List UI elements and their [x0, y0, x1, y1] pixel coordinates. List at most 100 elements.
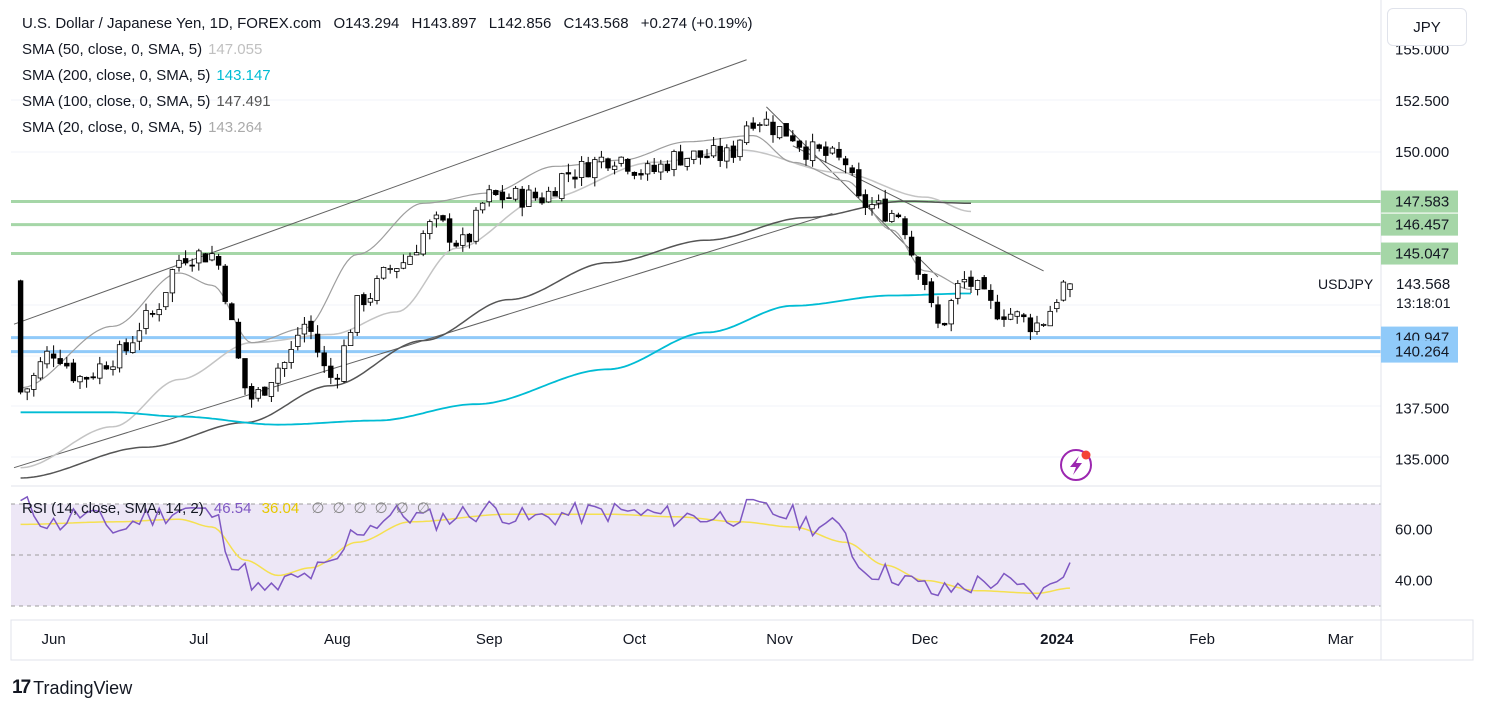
candle[interactable] [400, 262, 407, 269]
tradingview-logo[interactable]: 17 TradingView [12, 677, 132, 699]
candle[interactable] [730, 145, 737, 158]
rsi-sma-line[interactable] [20, 513, 1071, 595]
candle[interactable] [611, 165, 618, 170]
candle[interactable] [724, 147, 730, 162]
candle[interactable] [407, 255, 413, 265]
candle[interactable] [453, 242, 459, 247]
candle[interactable] [809, 141, 816, 162]
candle[interactable] [288, 348, 294, 363]
candle[interactable] [757, 124, 763, 126]
candle[interactable] [374, 278, 380, 301]
trend-line[interactable] [792, 145, 1044, 272]
candle[interactable] [433, 214, 440, 220]
candle[interactable] [83, 376, 90, 380]
candle[interactable] [440, 215, 446, 221]
candle[interactable] [717, 145, 723, 161]
candle[interactable] [961, 279, 968, 283]
candle[interactable] [783, 123, 789, 137]
candle[interactable] [17, 280, 24, 393]
candle[interactable] [889, 213, 895, 222]
candle[interactable] [849, 167, 855, 174]
candle[interactable] [605, 158, 611, 169]
candle[interactable] [618, 156, 624, 164]
candle[interactable] [281, 362, 288, 370]
candle[interactable] [202, 253, 209, 263]
candle[interactable] [625, 158, 631, 172]
candle[interactable] [915, 256, 921, 275]
candle[interactable] [1054, 302, 1060, 310]
candle[interactable] [658, 163, 664, 173]
candle[interactable] [684, 158, 690, 167]
candle[interactable] [1027, 317, 1034, 333]
candle[interactable] [935, 304, 941, 324]
candle[interactable] [1014, 311, 1020, 317]
candle[interactable] [427, 221, 433, 234]
candle[interactable] [314, 333, 321, 353]
candle[interactable] [347, 332, 354, 347]
candle[interactable] [974, 280, 981, 290]
candle[interactable] [328, 365, 334, 378]
candle[interactable] [301, 323, 308, 335]
candle[interactable] [803, 146, 809, 160]
candle[interactable] [499, 191, 506, 201]
candle[interactable] [130, 342, 136, 353]
candle[interactable] [829, 147, 836, 154]
candle[interactable] [143, 310, 149, 329]
candle[interactable] [354, 295, 360, 333]
candle[interactable] [367, 298, 374, 303]
candle[interactable] [97, 363, 103, 379]
candle[interactable] [1060, 281, 1067, 301]
candle[interactable] [1021, 314, 1027, 318]
candle[interactable] [856, 169, 862, 197]
candle[interactable] [592, 159, 598, 179]
candle[interactable] [842, 158, 849, 166]
candle[interactable] [242, 358, 248, 389]
candle[interactable] [24, 388, 30, 393]
candle[interactable] [248, 385, 255, 400]
candle[interactable] [255, 389, 261, 399]
candle[interactable] [710, 145, 717, 157]
candle[interactable] [776, 126, 783, 139]
candle[interactable] [862, 194, 869, 208]
candle[interactable] [110, 366, 116, 370]
candle[interactable] [902, 218, 908, 236]
candle[interactable] [948, 300, 954, 325]
candle[interactable] [341, 345, 347, 382]
candle[interactable] [123, 342, 129, 352]
candle[interactable] [446, 218, 453, 243]
candle[interactable] [196, 250, 202, 264]
candle[interactable] [545, 190, 552, 203]
candle[interactable] [64, 362, 70, 367]
candle[interactable] [1047, 310, 1053, 327]
candle[interactable] [486, 189, 492, 203]
candle[interactable] [222, 265, 228, 302]
candle[interactable] [361, 294, 367, 306]
candle[interactable] [664, 163, 671, 172]
candle[interactable] [413, 252, 420, 256]
candle[interactable] [955, 282, 961, 299]
symbol-legend[interactable]: U.S. Dollar / Japanese Yen, 1D, FOREX.co… [22, 15, 753, 32]
candle[interactable] [565, 172, 572, 175]
candle[interactable] [519, 188, 525, 208]
candle[interactable] [176, 259, 182, 268]
candle[interactable] [163, 292, 169, 308]
candle[interactable] [763, 118, 770, 126]
candle[interactable] [394, 268, 400, 272]
candle[interactable] [816, 144, 822, 149]
candle[interactable] [275, 367, 281, 384]
candle[interactable] [743, 125, 750, 144]
candle[interactable] [44, 350, 50, 365]
candle[interactable] [691, 150, 697, 160]
candle[interactable] [116, 344, 123, 369]
candle[interactable] [823, 146, 829, 156]
candle[interactable] [790, 135, 796, 142]
candle[interactable] [295, 334, 301, 347]
candle[interactable] [420, 233, 426, 255]
candle[interactable] [57, 358, 63, 364]
rsi-line[interactable] [20, 495, 1071, 601]
candle[interactable] [189, 264, 195, 267]
currency-button[interactable]: JPY [1387, 8, 1467, 46]
candle[interactable] [559, 173, 565, 199]
sma100-legend[interactable]: SMA (100, close, 0, SMA, 5) 147.491 [22, 93, 271, 110]
candle[interactable] [103, 365, 110, 370]
